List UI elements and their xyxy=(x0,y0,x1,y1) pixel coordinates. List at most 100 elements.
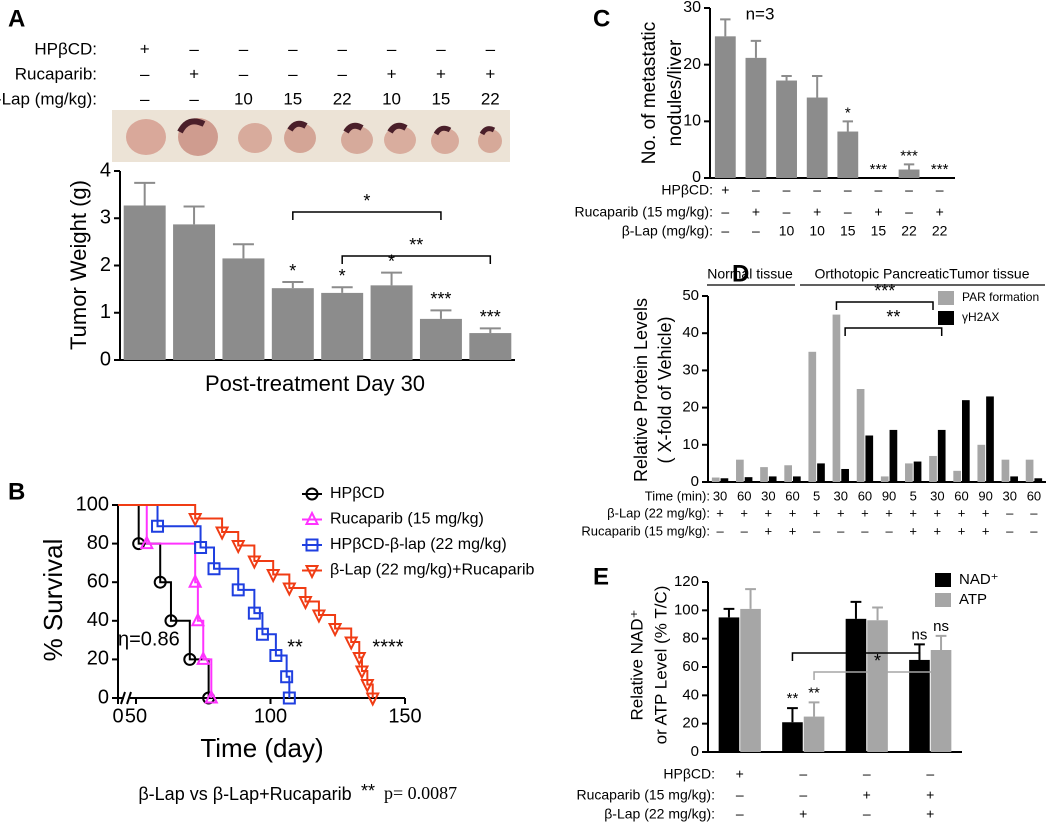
treatment-label: HPβCD: xyxy=(661,182,713,198)
legend-label: HPβCD-β-lap (22 mg/kg) xyxy=(330,536,507,553)
bar xyxy=(837,131,859,178)
y-tick-label: 80 xyxy=(682,630,699,647)
treatment-value: – xyxy=(813,182,821,198)
bar xyxy=(856,389,865,482)
survival-line xyxy=(118,504,291,698)
marker xyxy=(139,534,154,550)
significance-label: *** xyxy=(900,147,918,164)
treatment-value: – xyxy=(885,523,893,538)
bar xyxy=(711,477,720,482)
annotation: η=0.86 xyxy=(118,628,180,650)
marker xyxy=(247,606,261,620)
treatment-value: + xyxy=(789,505,797,520)
treatment-value: 15 xyxy=(840,223,856,239)
marker xyxy=(194,540,208,554)
treatment-value: – xyxy=(741,523,749,538)
bar xyxy=(714,36,736,179)
x-tick-label: 60 xyxy=(858,488,872,503)
bar xyxy=(808,351,817,482)
treatment-value: + xyxy=(716,505,724,520)
treatment-value: 22 xyxy=(333,89,352,108)
panel-letter: C xyxy=(593,5,610,32)
bar xyxy=(1025,459,1034,482)
bar xyxy=(905,463,913,482)
y-tick-label: 2 xyxy=(100,254,111,276)
bar xyxy=(222,258,265,360)
tumor xyxy=(238,123,272,153)
treatment-value: – xyxy=(239,39,249,58)
y-axis-label: Relative NAD⁺ xyxy=(627,609,646,720)
significance-label: *** xyxy=(480,307,501,327)
bracket xyxy=(791,652,921,661)
legend-label: β-Lap (22 mg/kg)+Rucaparib xyxy=(330,562,535,579)
significance-label: * xyxy=(339,266,346,286)
bar xyxy=(793,476,801,482)
y-tick-label: 0 xyxy=(98,686,109,708)
bracket xyxy=(813,671,942,680)
p-value: p= 0.0087 xyxy=(384,783,457,803)
marker xyxy=(282,691,296,705)
survival-line xyxy=(118,504,213,698)
marker xyxy=(282,582,297,597)
treatment-value: – xyxy=(837,523,845,538)
bar xyxy=(768,476,777,482)
marker xyxy=(365,692,380,707)
significance-label: ** xyxy=(808,684,820,701)
y-axis-label: or ATP Level (% T/C) xyxy=(651,586,670,745)
treatment-value: – xyxy=(1030,523,1038,538)
tumor-detail xyxy=(479,126,496,136)
significance-label: ns xyxy=(912,626,928,643)
legend-swatch xyxy=(938,291,954,305)
bar xyxy=(419,318,462,360)
x-tick-label: 60 xyxy=(954,488,968,503)
legend-label: ATP xyxy=(959,591,987,608)
significance-label: * xyxy=(845,104,851,121)
y-axis-label: Relative Protein Levels xyxy=(631,298,651,482)
treatment-value: + xyxy=(765,523,773,538)
y-tick-label: 120 xyxy=(674,573,699,590)
group-header: Orthotopic PancreaticTumor tissue xyxy=(814,266,1029,282)
error-bar xyxy=(381,271,403,286)
legend-label: NAD⁺ xyxy=(959,571,999,588)
x-tick-label: 50 xyxy=(125,705,147,727)
treatment-value: + xyxy=(982,523,990,538)
marker xyxy=(311,609,327,624)
marker xyxy=(188,573,203,588)
error-bar xyxy=(842,120,854,132)
y-tick-label: 40 xyxy=(682,686,699,703)
bar xyxy=(913,461,922,482)
marker xyxy=(196,650,211,665)
treatment-value: + xyxy=(799,806,807,822)
x-axis-label: Post-treatment Day 30 xyxy=(205,371,425,396)
x-tick-label: 60 xyxy=(1027,488,1041,503)
treatment-value: – xyxy=(783,182,791,198)
bar xyxy=(718,617,740,752)
treatment-value: – xyxy=(337,64,347,83)
treatment-value: – xyxy=(844,204,852,220)
y-tick-label: 3 xyxy=(100,207,111,229)
marker xyxy=(298,596,313,611)
legend-label: Rucaparib (15 mg/kg) xyxy=(330,511,484,528)
survival-line xyxy=(118,504,374,698)
y-tick-label: 0 xyxy=(691,743,699,760)
marker xyxy=(153,575,167,589)
treatment-value: + xyxy=(837,505,845,520)
treatment-value: 15 xyxy=(431,89,450,108)
error-bar xyxy=(134,181,156,206)
marker xyxy=(231,583,245,597)
category-axis-label: Time (min): xyxy=(645,488,710,503)
y-tick-label: 50 xyxy=(682,287,699,304)
legend-label: γH2AX xyxy=(962,310,999,324)
bar xyxy=(321,292,364,360)
treatment-value: – xyxy=(863,766,871,782)
treatment-value: – xyxy=(721,223,729,239)
treatment-value: + xyxy=(189,64,199,83)
comparison: β-Lap vs β-Lap+Rucaparib xyxy=(138,784,351,804)
y-axis-label: % Survival xyxy=(38,539,68,662)
annotation: **** xyxy=(372,636,403,658)
treatment-value: 22 xyxy=(481,89,500,108)
tumor xyxy=(341,126,373,154)
treatment-value: 22 xyxy=(932,223,948,239)
bar xyxy=(720,478,729,482)
treatment-value: + xyxy=(958,505,966,520)
